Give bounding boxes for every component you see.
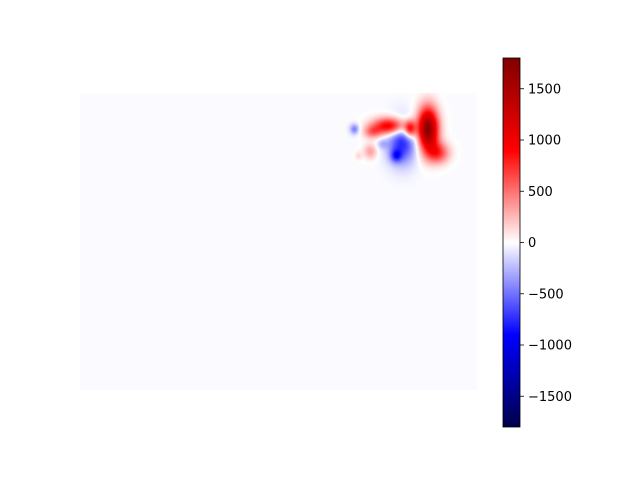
colorbar-tick-label: 500 [528,185,553,200]
colorbar-tick-label: 0 [528,236,536,251]
colorbar [503,58,520,427]
colorbar-tick-label: −500 [528,287,564,302]
colorbar-tick-label: 1500 [528,82,561,97]
colorbar-ticks: −1500 −1000 −500 0 500 1000 1500 [520,82,572,405]
heatmap-image [80,93,477,390]
colorbar-tick-label: −1500 [528,390,572,405]
colorbar-tick-label: −1000 [528,339,572,354]
colorbar-tick-label: 1000 [528,134,561,149]
